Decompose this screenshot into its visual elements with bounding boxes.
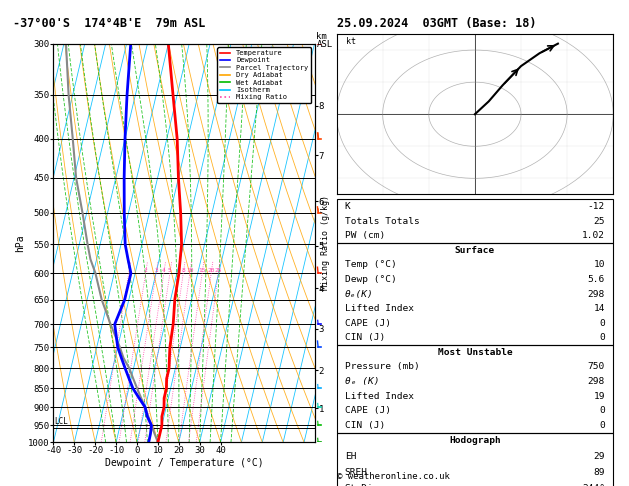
Text: km: km: [316, 32, 327, 41]
Text: Dewp (°C): Dewp (°C): [345, 275, 396, 284]
Text: kt: kt: [346, 36, 356, 46]
Y-axis label: hPa: hPa: [15, 234, 25, 252]
Text: ASL: ASL: [316, 39, 333, 49]
Text: 750: 750: [587, 363, 605, 371]
Text: © weatheronline.co.uk: © weatheronline.co.uk: [337, 472, 449, 481]
Text: CAPE (J): CAPE (J): [345, 319, 391, 328]
Text: Surface: Surface: [455, 246, 495, 255]
Text: 10: 10: [186, 268, 194, 273]
Text: SREH: SREH: [345, 468, 368, 477]
Text: Lifted Index: Lifted Index: [345, 304, 414, 313]
Text: EH: EH: [345, 452, 356, 461]
Text: LCL: LCL: [54, 417, 68, 426]
Text: 25: 25: [214, 268, 222, 273]
Text: StmDir: StmDir: [345, 484, 379, 486]
Text: CAPE (J): CAPE (J): [345, 406, 391, 415]
Text: 4: 4: [162, 268, 165, 273]
Text: 244°: 244°: [582, 484, 605, 486]
Text: Pressure (mb): Pressure (mb): [345, 363, 420, 371]
Text: Hodograph: Hodograph: [449, 436, 501, 445]
Text: 15: 15: [198, 268, 206, 273]
Text: K: K: [345, 202, 350, 211]
Text: 0: 0: [599, 406, 605, 415]
Text: Totals Totals: Totals Totals: [345, 217, 420, 226]
Text: 0: 0: [599, 319, 605, 328]
Text: 5.6: 5.6: [587, 275, 605, 284]
Text: 2: 2: [144, 268, 148, 273]
Legend: Temperature, Dewpoint, Parcel Trajectory, Dry Adiabat, Wet Adiabat, Isotherm, Mi: Temperature, Dewpoint, Parcel Trajectory…: [217, 47, 311, 103]
Text: 0: 0: [599, 333, 605, 342]
Text: -37°00'S  174°4B'E  79m ASL: -37°00'S 174°4B'E 79m ASL: [13, 17, 205, 30]
Text: 20: 20: [208, 268, 215, 273]
Text: CIN (J): CIN (J): [345, 333, 385, 342]
Text: Lifted Index: Lifted Index: [345, 392, 414, 400]
Text: 3: 3: [154, 268, 158, 273]
Text: Mixing Ratio (g/kg): Mixing Ratio (g/kg): [321, 195, 330, 291]
Text: 5: 5: [168, 268, 172, 273]
Text: 10: 10: [594, 260, 605, 269]
Text: 25: 25: [594, 217, 605, 226]
Text: θₑ (K): θₑ (K): [345, 377, 379, 386]
Text: 298: 298: [587, 377, 605, 386]
Text: 1.02: 1.02: [582, 231, 605, 240]
Text: 0: 0: [599, 421, 605, 430]
Text: 1: 1: [127, 268, 131, 273]
Text: 25.09.2024  03GMT (Base: 18): 25.09.2024 03GMT (Base: 18): [337, 17, 536, 30]
Text: CIN (J): CIN (J): [345, 421, 385, 430]
Text: 29: 29: [594, 452, 605, 461]
Text: θₑ(K): θₑ(K): [345, 290, 374, 298]
Text: 89: 89: [594, 468, 605, 477]
Text: Temp (°C): Temp (°C): [345, 260, 396, 269]
Text: 8: 8: [181, 268, 185, 273]
Text: PW (cm): PW (cm): [345, 231, 385, 240]
Text: -12: -12: [587, 202, 605, 211]
X-axis label: Dewpoint / Temperature (°C): Dewpoint / Temperature (°C): [104, 458, 264, 468]
Text: 19: 19: [594, 392, 605, 400]
Text: Most Unstable: Most Unstable: [438, 348, 512, 357]
Text: 298: 298: [587, 290, 605, 298]
Text: 14: 14: [594, 304, 605, 313]
